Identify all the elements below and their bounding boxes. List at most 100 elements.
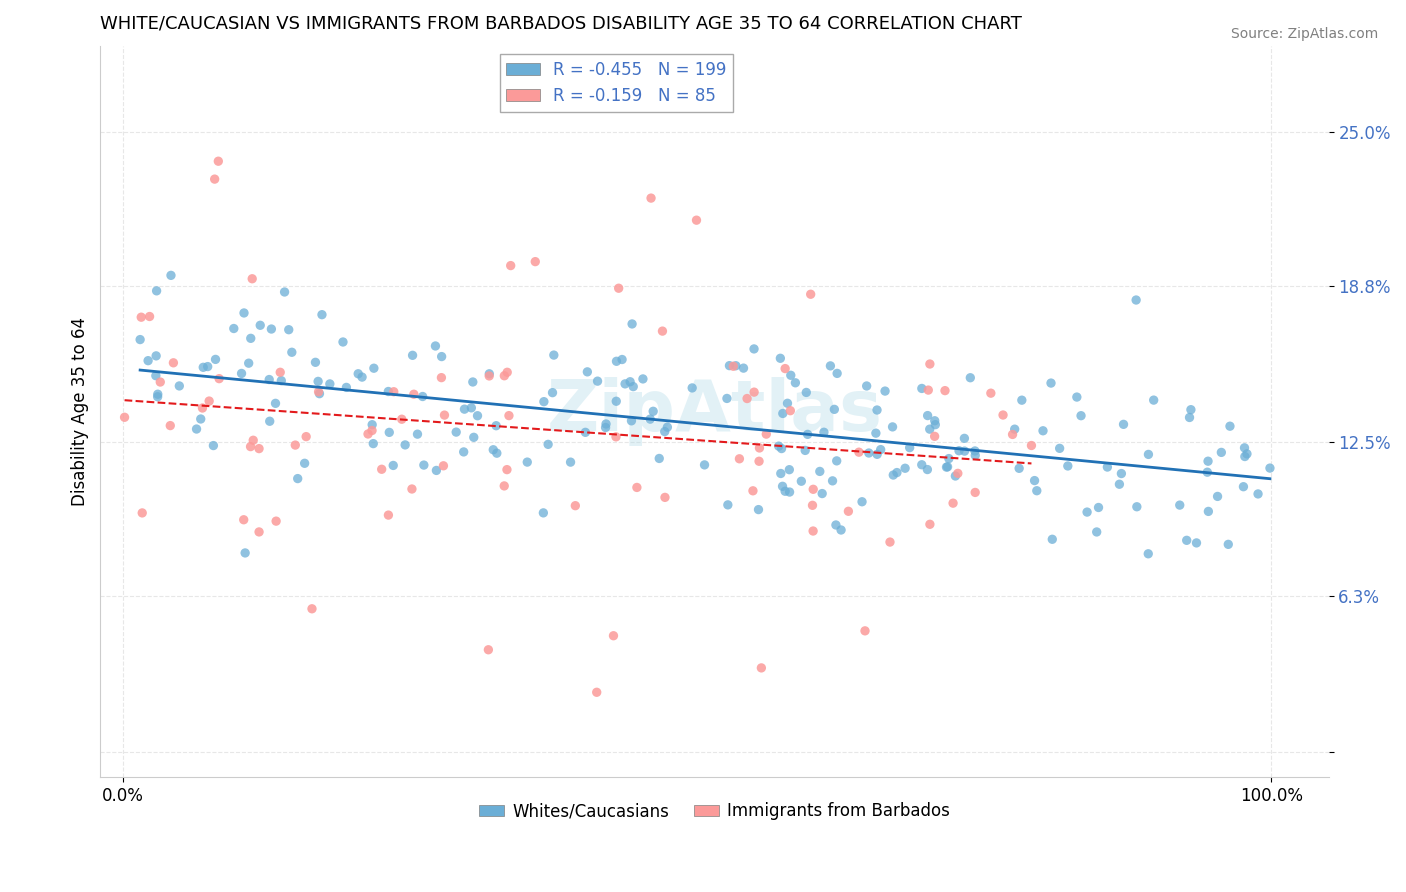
Point xyxy=(790,474,813,488)
Point xyxy=(260,322,283,336)
Point xyxy=(963,444,986,458)
Point xyxy=(264,396,287,410)
Point xyxy=(1168,498,1191,512)
Point xyxy=(776,396,799,410)
Point xyxy=(257,372,280,386)
Point xyxy=(485,418,508,433)
Point xyxy=(198,394,221,409)
Y-axis label: Disability Age 35 to 64: Disability Age 35 to 64 xyxy=(72,317,89,506)
Point xyxy=(204,352,226,367)
Point xyxy=(169,379,191,393)
Point xyxy=(873,384,896,398)
Point xyxy=(886,466,908,480)
Point xyxy=(855,379,877,393)
Point xyxy=(938,451,960,466)
Point xyxy=(207,154,229,169)
Point xyxy=(614,376,637,391)
Point xyxy=(1206,490,1229,504)
Point xyxy=(430,370,453,384)
Point xyxy=(693,458,716,472)
Point xyxy=(533,394,555,409)
Point xyxy=(1137,547,1160,561)
Point xyxy=(499,259,522,273)
Point xyxy=(801,524,824,538)
Point xyxy=(430,350,453,364)
Point xyxy=(879,535,901,549)
Point xyxy=(626,480,648,494)
Point xyxy=(742,483,765,498)
Point xyxy=(602,629,624,643)
Point xyxy=(811,486,834,500)
Point xyxy=(1247,487,1270,501)
Point xyxy=(718,359,741,373)
Point xyxy=(284,438,307,452)
Point xyxy=(728,451,751,466)
Point xyxy=(945,469,967,483)
Point xyxy=(425,339,447,353)
Point xyxy=(1070,409,1092,423)
Point xyxy=(654,425,676,439)
Point xyxy=(231,367,253,381)
Point xyxy=(281,345,304,359)
Point xyxy=(401,482,423,496)
Point xyxy=(394,438,416,452)
Point xyxy=(924,417,946,432)
Point xyxy=(191,401,214,415)
Point xyxy=(948,443,970,458)
Point xyxy=(1236,447,1258,461)
Point xyxy=(319,376,342,391)
Point xyxy=(287,472,309,486)
Point xyxy=(1001,427,1024,442)
Point xyxy=(796,427,818,442)
Point xyxy=(461,375,484,389)
Point xyxy=(1218,537,1240,551)
Point xyxy=(193,360,215,375)
Point xyxy=(911,458,934,472)
Point xyxy=(1087,500,1109,515)
Point xyxy=(208,371,231,385)
Point xyxy=(1085,524,1108,539)
Point xyxy=(242,434,264,448)
Point xyxy=(524,254,547,268)
Point xyxy=(232,513,254,527)
Point xyxy=(779,403,801,417)
Point xyxy=(640,191,662,205)
Point xyxy=(159,418,181,433)
Point xyxy=(516,455,538,469)
Point xyxy=(496,462,519,476)
Point xyxy=(1126,500,1149,514)
Point xyxy=(778,463,800,477)
Point xyxy=(1108,477,1130,491)
Point xyxy=(308,386,330,401)
Point xyxy=(425,463,447,477)
Point xyxy=(605,394,627,409)
Point xyxy=(307,375,329,389)
Point xyxy=(1178,410,1201,425)
Point xyxy=(586,374,609,388)
Point xyxy=(1076,505,1098,519)
Point xyxy=(160,268,183,283)
Point xyxy=(543,348,565,362)
Point xyxy=(204,172,226,186)
Point xyxy=(114,410,136,425)
Point xyxy=(681,381,703,395)
Point xyxy=(363,361,385,376)
Point xyxy=(494,479,516,493)
Point xyxy=(794,385,817,400)
Point xyxy=(202,439,225,453)
Point xyxy=(247,442,270,456)
Point xyxy=(631,372,654,386)
Point xyxy=(482,442,505,457)
Point xyxy=(621,379,644,393)
Point xyxy=(918,357,941,371)
Point xyxy=(564,499,586,513)
Point xyxy=(496,365,519,379)
Point xyxy=(953,444,976,458)
Point xyxy=(755,427,778,442)
Point xyxy=(865,426,887,441)
Point xyxy=(605,430,627,444)
Point xyxy=(131,506,153,520)
Point xyxy=(620,414,643,428)
Point xyxy=(467,409,489,423)
Point xyxy=(825,367,848,381)
